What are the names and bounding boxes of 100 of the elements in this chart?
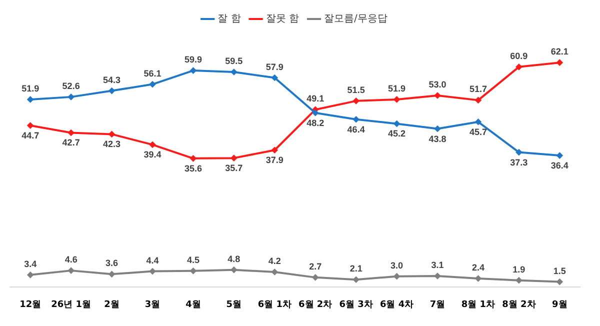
- point: [27, 272, 34, 278]
- data-label: 42.7: [62, 138, 80, 148]
- point: [394, 273, 400, 280]
- data-label: 35.7: [225, 163, 243, 174]
- data-label: 51.9: [388, 83, 406, 94]
- legend-label: 잘 함: [218, 14, 241, 25]
- point: [272, 74, 278, 81]
- point: [108, 271, 115, 278]
- x-tick-label: 5월: [226, 300, 242, 310]
- point: [230, 68, 237, 75]
- data-label: 37.9: [266, 155, 284, 166]
- data-label: 51.7: [469, 84, 487, 94]
- point: [68, 94, 74, 100]
- data-label: 4.8: [228, 254, 240, 264]
- point: [475, 118, 482, 125]
- x-tick-label: 8월 1차: [461, 300, 496, 310]
- point: [516, 277, 522, 284]
- point: [312, 110, 318, 116]
- x-tick-label: 9월: [552, 300, 568, 310]
- point: [353, 116, 360, 122]
- x-tick-label: 6월 4차: [380, 300, 414, 310]
- point: [108, 88, 115, 94]
- data-label: 3.0: [390, 260, 404, 270]
- data-label: 36.4: [550, 160, 568, 171]
- data-label: 59.5: [225, 56, 243, 66]
- data-label: 39.4: [144, 150, 162, 160]
- point: [516, 64, 522, 70]
- point: [27, 96, 34, 102]
- point: [108, 131, 115, 138]
- point: [190, 268, 196, 274]
- point: [353, 276, 360, 283]
- data-label: 51.5: [347, 84, 365, 95]
- point: [556, 152, 563, 159]
- point: [516, 149, 522, 156]
- point: [150, 142, 156, 148]
- data-label: 1.9: [512, 264, 526, 274]
- data-label: 44.7: [22, 130, 40, 140]
- point: [556, 60, 563, 66]
- data-label: 60.9: [510, 50, 528, 61]
- point: [27, 122, 34, 129]
- data-label: 4.5: [186, 254, 200, 265]
- x-tick-label: 7월: [430, 300, 446, 310]
- data-label: 48.2: [306, 118, 324, 128]
- data-label: 35.6: [184, 163, 202, 174]
- data-label: 62.1: [550, 46, 568, 57]
- x-tick-label: 8월 2차: [502, 300, 536, 310]
- point: [190, 155, 196, 162]
- data-label: 43.8: [428, 134, 446, 144]
- x-tick-label: 2월: [104, 300, 120, 310]
- data-label: 57.9: [266, 62, 284, 72]
- data-label: 2.1: [350, 264, 362, 274]
- data-label: 2.7: [309, 261, 322, 272]
- data-label: 4.2: [268, 256, 281, 266]
- x-tick-label: 6월 1차: [258, 300, 292, 310]
- data-label: 4.4: [146, 255, 159, 266]
- point: [475, 97, 482, 104]
- data-label: 52.6: [62, 80, 80, 91]
- data-label: 56.1: [144, 68, 162, 78]
- point: [556, 278, 563, 285]
- x-tick-label: 3월: [144, 300, 160, 310]
- point: [230, 266, 237, 273]
- point: [272, 147, 278, 154]
- data-label: 51.9: [22, 83, 40, 94]
- data-label: 45.2: [388, 128, 406, 139]
- point: [434, 92, 440, 98]
- point: [353, 98, 360, 104]
- point: [230, 155, 237, 162]
- data-label: 4.6: [64, 254, 78, 265]
- point: [394, 96, 400, 102]
- data-label: 42.3: [103, 139, 121, 150]
- data-label: 59.9: [184, 54, 202, 65]
- data-label: 53.0: [428, 79, 446, 90]
- point: [434, 272, 440, 279]
- point: [190, 68, 196, 74]
- point: [272, 269, 278, 276]
- data-label: 3.6: [106, 258, 118, 268]
- point: [150, 81, 156, 88]
- point: [394, 120, 400, 127]
- legend-label: 잘모름/무응답: [324, 14, 388, 25]
- point: [312, 274, 318, 280]
- data-label: 2.4: [472, 262, 484, 273]
- point: [68, 130, 74, 136]
- data-label: 3.1: [431, 260, 444, 270]
- point: [475, 276, 482, 282]
- data-label: 37.3: [510, 157, 528, 168]
- x-tick-label: 26년 1월: [51, 300, 92, 310]
- x-tick-label: 6월 2차: [298, 300, 332, 310]
- point: [434, 126, 440, 132]
- x-tick-label: 4월: [186, 300, 201, 310]
- point: [68, 268, 74, 274]
- x-tick-label: 6월 3차: [339, 300, 373, 310]
- data-label: 46.4: [347, 124, 365, 134]
- data-label: 3.4: [24, 258, 37, 269]
- data-label: 1.5: [553, 266, 566, 276]
- x-tick-label: 12월: [20, 300, 42, 310]
- point: [150, 268, 156, 274]
- data-label: 49.1: [306, 94, 324, 104]
- data-label: 45.7: [469, 126, 487, 137]
- legend-label: 잘못 함: [266, 14, 300, 25]
- data-label: 54.3: [103, 74, 121, 85]
